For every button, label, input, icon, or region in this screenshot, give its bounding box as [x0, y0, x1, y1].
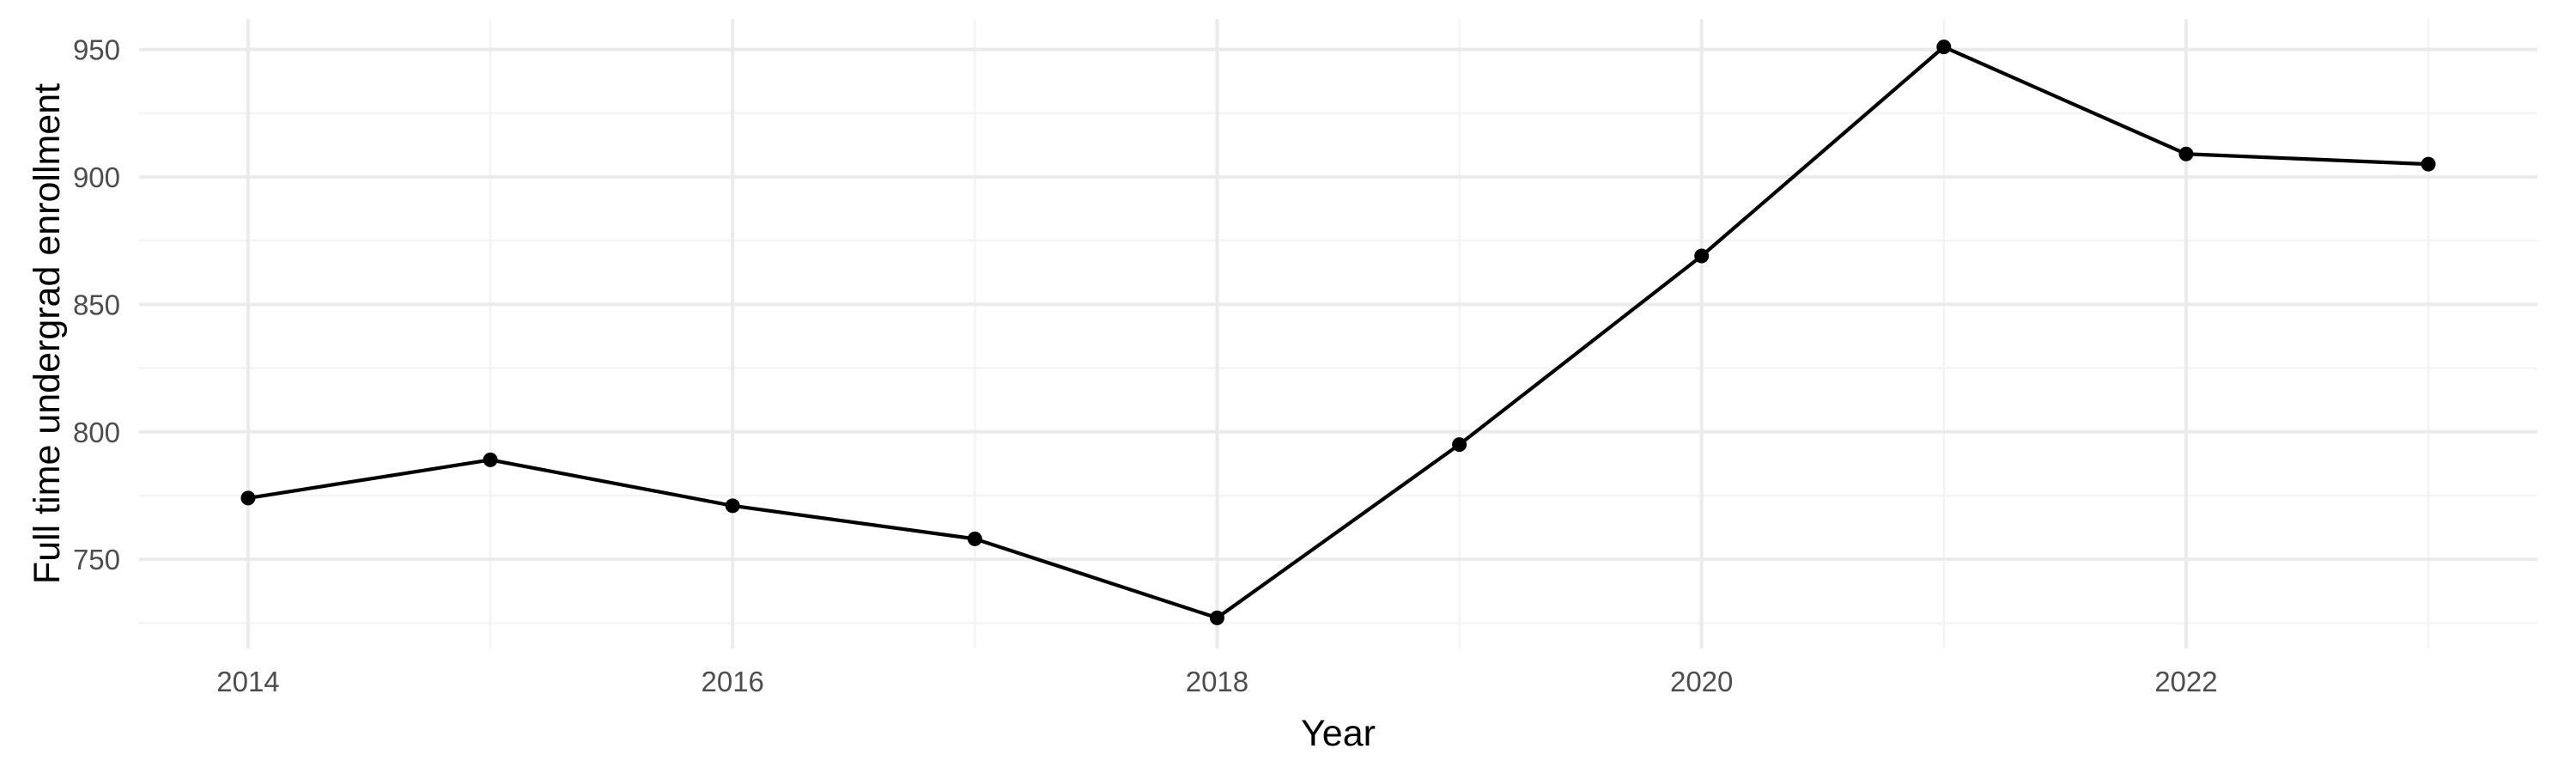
y-tick-label: 850 [73, 289, 120, 320]
x-tick-label: 2016 [701, 666, 763, 697]
y-tick-label: 950 [73, 34, 120, 66]
data-point [2421, 156, 2436, 172]
x-tick-label: 2014 [216, 666, 279, 697]
y-tick-label: 900 [73, 161, 120, 193]
y-axis-title: Full time undergrad enrollment [27, 83, 68, 584]
data-point [1209, 610, 1224, 625]
data-point [1694, 248, 1710, 264]
data-point [240, 490, 256, 506]
series-line [247, 45, 2429, 620]
data-point [2178, 146, 2194, 161]
x-tick-label: 2020 [1670, 666, 1733, 697]
data-point [1936, 40, 1952, 55]
x-axis-title: Year [1301, 713, 1376, 754]
y-axis-tick-labels: 750 800 850 900 950 [73, 34, 120, 576]
x-axis-tick-labels: 2014 2016 2018 2020 2022 [216, 666, 2217, 697]
y-tick-label: 800 [73, 417, 120, 448]
enrollment-series [240, 40, 2436, 625]
data-point [483, 452, 498, 467]
x-tick-label: 2022 [2154, 666, 2217, 697]
data-point [967, 531, 982, 546]
major-gridlines [139, 19, 2537, 648]
y-tick-label: 750 [73, 544, 120, 575]
data-point [1452, 437, 1467, 453]
minor-gridlines [139, 19, 2537, 648]
data-point [725, 498, 740, 514]
x-tick-label: 2018 [1186, 666, 1249, 697]
